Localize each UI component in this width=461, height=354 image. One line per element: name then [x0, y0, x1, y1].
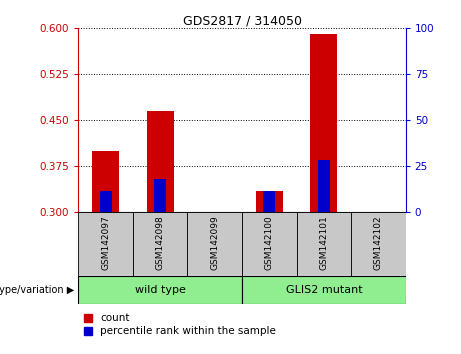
Bar	[133, 212, 188, 276]
Text: wild type: wild type	[135, 285, 186, 295]
Text: genotype/variation ▶: genotype/variation ▶	[0, 285, 74, 295]
Bar	[256, 191, 283, 212]
Text: GLIS2 mutant: GLIS2 mutant	[285, 285, 362, 295]
Bar	[78, 276, 242, 304]
Bar	[147, 111, 174, 212]
Bar	[263, 191, 275, 212]
Bar	[154, 179, 166, 212]
Text: GSM142098: GSM142098	[156, 216, 165, 270]
Title: GDS2817 / 314050: GDS2817 / 314050	[183, 14, 301, 27]
Legend: count, percentile rank within the sample: count, percentile rank within the sample	[83, 313, 276, 336]
Bar	[242, 276, 406, 304]
Text: GSM142101: GSM142101	[319, 216, 328, 270]
Bar	[351, 212, 406, 276]
Bar	[296, 212, 351, 276]
Text: GSM142102: GSM142102	[374, 216, 383, 270]
Bar	[318, 160, 330, 212]
Text: GSM142097: GSM142097	[101, 216, 110, 270]
Text: GSM142100: GSM142100	[265, 216, 274, 270]
Bar	[92, 151, 119, 212]
Bar	[242, 212, 296, 276]
Text: GSM142099: GSM142099	[210, 216, 219, 270]
Bar	[100, 191, 112, 212]
Bar	[188, 212, 242, 276]
Bar	[78, 212, 133, 276]
Bar	[310, 34, 337, 212]
